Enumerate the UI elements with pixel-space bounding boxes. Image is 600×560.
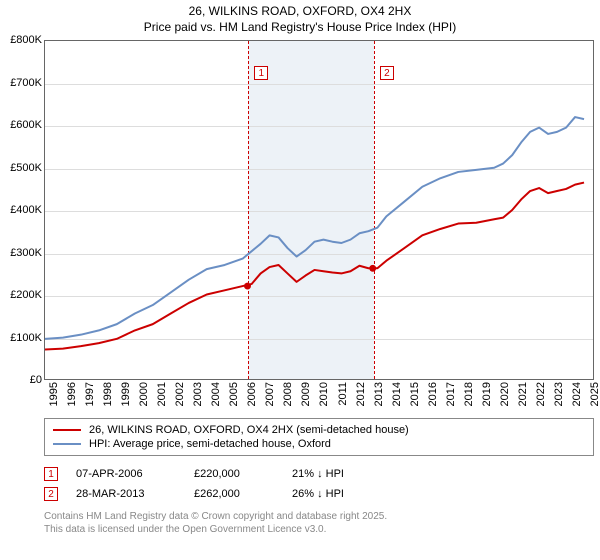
chart-marker-1: 1 — [254, 66, 268, 80]
x-tick-label: 2011 — [337, 382, 349, 414]
x-tick-label: 2024 — [571, 382, 583, 414]
sale-marker-1: 1 — [44, 467, 58, 481]
sale-price-1: £220,000 — [194, 468, 274, 480]
x-tick-label: 2017 — [445, 382, 457, 414]
legend-box: 26, WILKINS ROAD, OXFORD, OX4 2HX (semi-… — [44, 418, 594, 456]
y-tick-label: £500K — [2, 162, 42, 174]
x-tick-label: 2016 — [427, 382, 439, 414]
x-tick-label: 2010 — [318, 382, 330, 414]
x-tick-label: 2008 — [282, 382, 294, 414]
x-tick-label: 2000 — [138, 382, 150, 414]
chart-container: 26, WILKINS ROAD, OXFORD, OX4 2HX Price … — [0, 0, 600, 560]
legend-and-sales: 26, WILKINS ROAD, OXFORD, OX4 2HX (semi-… — [44, 418, 594, 536]
chart-plot-area: 12 — [44, 40, 594, 380]
x-tick-label: 2018 — [463, 382, 475, 414]
x-tick-label: 2025 — [589, 382, 600, 414]
sale-dot — [369, 265, 376, 272]
sale-price-2: £262,000 — [194, 488, 274, 500]
sale-date-2: 28-MAR-2013 — [76, 488, 176, 500]
x-tick-label: 2004 — [210, 382, 222, 414]
plot-svg — [45, 41, 593, 379]
x-tick-label: 1999 — [120, 382, 132, 414]
x-tick-label: 2006 — [246, 382, 258, 414]
x-tick-label: 1997 — [84, 382, 96, 414]
x-tick-label: 2009 — [300, 382, 312, 414]
y-tick-label: £100K — [2, 332, 42, 344]
footer-line-1: Contains HM Land Registry data © Crown c… — [44, 510, 594, 523]
x-tick-label: 1996 — [66, 382, 78, 414]
x-tick-label: 2013 — [373, 382, 385, 414]
sale-row-1: 1 07-APR-2006 £220,000 21% ↓ HPI — [44, 464, 594, 484]
series-hpi — [45, 117, 584, 339]
x-tick-label: 1998 — [102, 382, 114, 414]
x-tick-label: 2015 — [409, 382, 421, 414]
sale-delta-2: 26% ↓ HPI — [292, 488, 392, 500]
x-tick-label: 2005 — [228, 382, 240, 414]
chart-marker-2: 2 — [380, 66, 394, 80]
title-line-2: Price paid vs. HM Land Registry's House … — [0, 20, 600, 36]
footer-line-2: This data is licensed under the Open Gov… — [44, 523, 594, 536]
y-tick-label: £200K — [2, 289, 42, 301]
x-tick-label: 2002 — [174, 382, 186, 414]
y-tick-label: £0 — [2, 374, 42, 386]
footer: Contains HM Land Registry data © Crown c… — [44, 510, 594, 536]
x-tick-label: 1995 — [48, 382, 60, 414]
x-tick-label: 2022 — [535, 382, 547, 414]
x-tick-label: 2012 — [355, 382, 367, 414]
legend-row-hpi: HPI: Average price, semi-detached house,… — [53, 437, 585, 451]
y-tick-label: £400K — [2, 204, 42, 216]
y-tick-label: £600K — [2, 119, 42, 131]
title-line-1: 26, WILKINS ROAD, OXFORD, OX4 2HX — [0, 4, 600, 20]
x-tick-label: 2019 — [481, 382, 493, 414]
legend-label-hpi: HPI: Average price, semi-detached house,… — [89, 438, 331, 450]
sale-row-2: 2 28-MAR-2013 £262,000 26% ↓ HPI — [44, 484, 594, 504]
legend-swatch-hpi — [53, 443, 81, 445]
sale-rows: 1 07-APR-2006 £220,000 21% ↓ HPI 2 28-MA… — [44, 464, 594, 504]
x-tick-label: 2021 — [517, 382, 529, 414]
x-tick-label: 2001 — [156, 382, 168, 414]
title-block: 26, WILKINS ROAD, OXFORD, OX4 2HX Price … — [0, 0, 600, 37]
x-tick-label: 2020 — [499, 382, 511, 414]
x-tick-label: 2014 — [391, 382, 403, 414]
sale-marker-2: 2 — [44, 487, 58, 501]
y-tick-label: £700K — [2, 77, 42, 89]
series-price_paid — [45, 183, 584, 350]
sale-delta-1: 21% ↓ HPI — [292, 468, 392, 480]
y-tick-label: £800K — [2, 34, 42, 46]
x-tick-label: 2003 — [192, 382, 204, 414]
sale-dot — [244, 283, 251, 290]
legend-swatch-price-paid — [53, 429, 81, 431]
legend-row-price-paid: 26, WILKINS ROAD, OXFORD, OX4 2HX (semi-… — [53, 423, 585, 437]
x-tick-label: 2023 — [553, 382, 565, 414]
sale-date-1: 07-APR-2006 — [76, 468, 176, 480]
x-tick-label: 2007 — [264, 382, 276, 414]
legend-label-price-paid: 26, WILKINS ROAD, OXFORD, OX4 2HX (semi-… — [89, 424, 409, 436]
y-tick-label: £300K — [2, 247, 42, 259]
